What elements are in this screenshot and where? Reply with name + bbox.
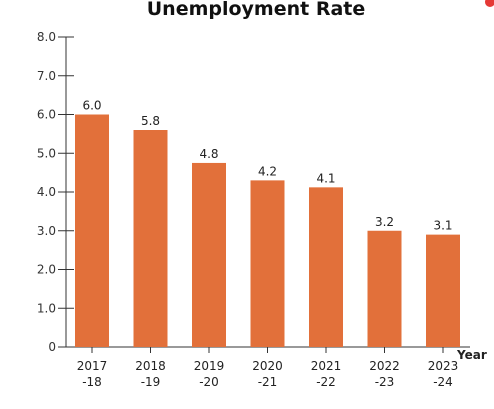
x-tick-label: 2021 xyxy=(311,359,342,373)
bar xyxy=(367,230,402,347)
bar xyxy=(309,187,343,347)
y-axis: 0 1.0 2.0 3.0 4.0 5.0 6.0 7.0 8.0 xyxy=(37,30,74,354)
bar xyxy=(250,180,285,347)
x-tick-label-suffix: -23 xyxy=(375,375,395,389)
x-tick-label: 2019 xyxy=(194,359,225,373)
y-tick-label: 2.0 xyxy=(37,263,56,277)
bar xyxy=(133,130,168,347)
x-tick-label-suffix: -18 xyxy=(82,375,102,389)
x-tick-label: 2017 xyxy=(77,359,108,373)
x-tick-label: 2023 xyxy=(428,359,459,373)
badge-icon xyxy=(485,0,494,7)
x-tick-label-suffix: -20 xyxy=(199,375,219,389)
bar-value-label: 6.0 xyxy=(82,99,101,113)
bar-value-label: 3.2 xyxy=(375,215,394,229)
x-tick-label: 2020 xyxy=(252,359,283,373)
y-tick-label: 3.0 xyxy=(37,224,56,238)
x-axis-label: Year xyxy=(456,348,487,362)
bar xyxy=(192,162,226,347)
x-tick-label-suffix: -24 xyxy=(433,375,453,389)
x-tick-label: 2022 xyxy=(369,359,400,373)
bar-value-label: 4.2 xyxy=(258,164,277,178)
y-tick-label: 1.0 xyxy=(37,301,56,315)
chart-title: Unemployment Rate xyxy=(147,0,366,20)
bar xyxy=(426,234,460,347)
y-tick-label: 5.0 xyxy=(37,146,56,160)
bar-value-label: 3.1 xyxy=(433,219,452,233)
bar xyxy=(75,114,109,347)
bar-value-label: 4.1 xyxy=(316,171,335,185)
y-tick-label: 4.0 xyxy=(37,185,56,199)
y-tick-label: 0 xyxy=(48,340,56,354)
y-tick-label: 7.0 xyxy=(37,69,56,83)
x-axis: 2017 -18 2018 -19 2019 -20 2020 -21 2021 -22 2022 -… xyxy=(66,346,470,389)
y-tick-label: 6.0 xyxy=(37,108,56,122)
x-tick-label-suffix: -22 xyxy=(316,375,336,389)
bars: 6.0 5.8 4.8 4.2 4.1 3.2 3.1 xyxy=(75,99,460,347)
bar-value-label: 4.8 xyxy=(199,147,218,161)
bar-value-label: 5.8 xyxy=(141,114,160,128)
x-tick-label-suffix: -21 xyxy=(258,375,278,389)
y-tick-label: 8.0 xyxy=(37,30,56,44)
x-tick-label: 2018 xyxy=(135,359,166,373)
x-tick-label-suffix: -19 xyxy=(141,375,161,389)
